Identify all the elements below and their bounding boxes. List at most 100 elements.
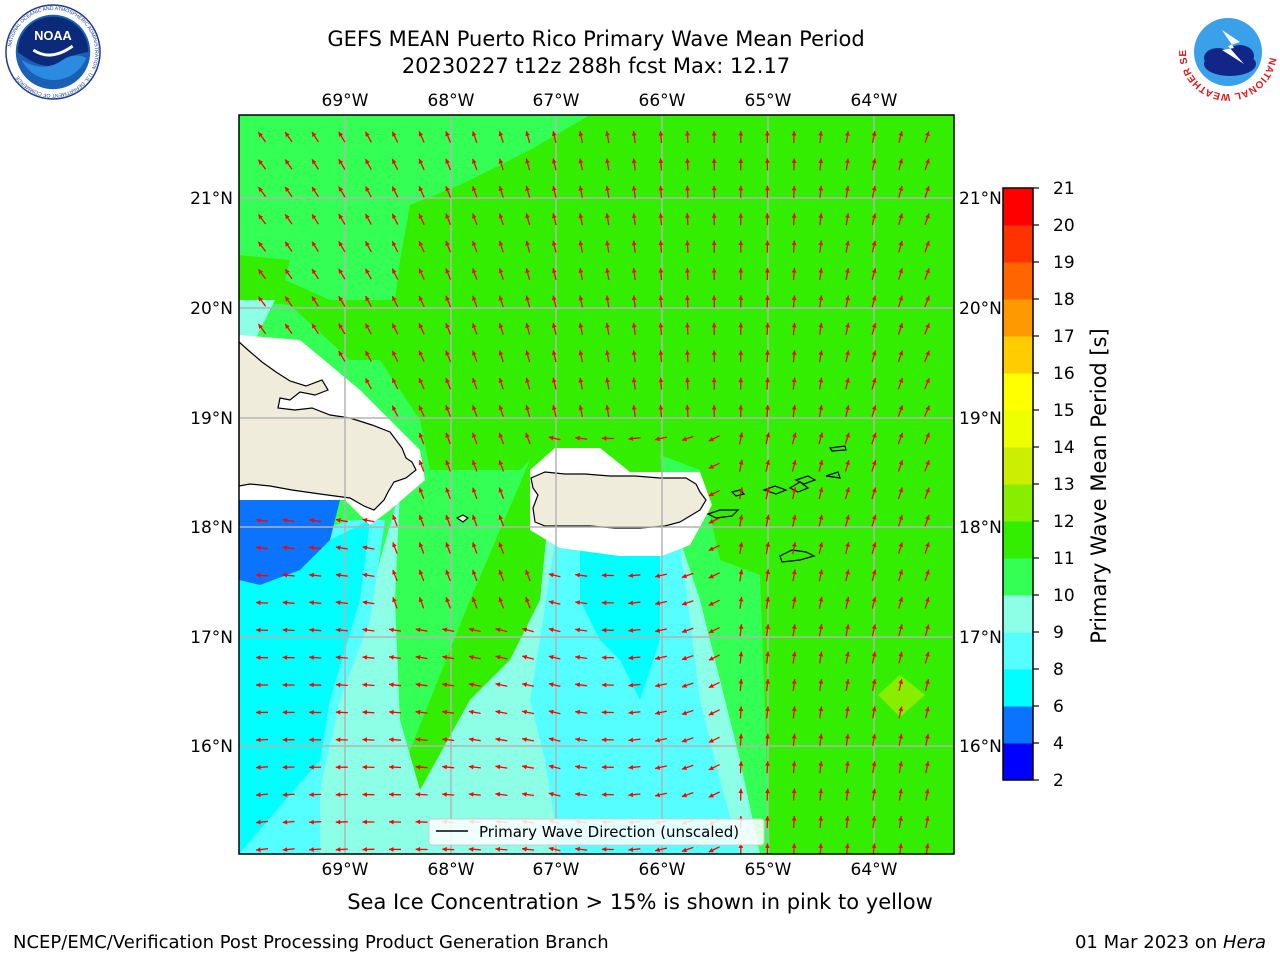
wave-arrow-head	[845, 706, 850, 712]
colorbar-tick-label: 18	[1053, 290, 1075, 310]
wave-arrow-head	[312, 241, 317, 247]
wave-arrow-head	[711, 158, 717, 163]
wave-arrow-head	[765, 569, 770, 575]
wave-arrow-head	[285, 296, 290, 302]
wave-arrow-head	[631, 185, 637, 191]
lon-tick-bottom: 64°W	[851, 860, 898, 880]
lon-tick-top: 67°W	[533, 91, 580, 111]
wave-arrow-head	[711, 295, 717, 300]
sea-ice-caption: Sea Ice Concentration > 15% is shown in …	[0, 890, 1280, 914]
wave-arrow-head	[628, 600, 634, 606]
wave-arrow-head	[818, 432, 824, 438]
wave-arrow-head	[925, 624, 930, 630]
wave-arrow-head	[765, 377, 770, 383]
wave-arrow-head	[818, 460, 824, 465]
wave-arrow-head	[468, 764, 474, 770]
wave-arrow-head	[338, 214, 344, 220]
wave-arrow-head	[845, 843, 850, 849]
wave-arrow-head	[525, 295, 530, 301]
wave-arrow-head	[472, 405, 477, 411]
wave-arrow-head	[924, 816, 930, 821]
wave-arrow-head	[285, 241, 290, 247]
wave-arrow-head	[258, 187, 263, 192]
wave-arrow-head	[522, 846, 527, 852]
wave-arrow-head	[472, 460, 477, 466]
wave-arrow-head	[898, 569, 904, 575]
wave-arrow-head	[681, 792, 687, 798]
wave-arrow-head	[472, 432, 477, 438]
wave-arrow-head	[525, 569, 530, 575]
wave-arrow-head	[548, 737, 554, 742]
wave-arrow-head	[578, 350, 584, 356]
wave-arrow-head	[871, 788, 877, 794]
wave-arrow-head	[309, 819, 314, 825]
wave-arrow-head	[898, 323, 904, 329]
wave-arrow-head	[871, 569, 877, 575]
wave-arrow-head	[335, 737, 341, 743]
wave-arrow-head	[495, 654, 501, 660]
wave-arrow-head	[362, 627, 368, 633]
wave-arrow-head	[551, 186, 557, 191]
wave-arrow-head	[498, 432, 504, 438]
wave-arrow-head	[312, 296, 317, 302]
wave-arrow-head	[898, 186, 904, 191]
wave-arrow-head	[925, 706, 930, 712]
wave-arrow-head	[711, 131, 717, 136]
wave-arrow-head	[365, 268, 370, 274]
wave-arrow-head	[685, 268, 690, 273]
wave-arrow-head	[575, 846, 580, 852]
wave-arrow-head	[392, 159, 397, 165]
wave-arrow-head	[818, 569, 824, 575]
wave-arrow-head	[871, 240, 877, 246]
colorbar-tick-label: 6	[1053, 697, 1064, 717]
wave-arrow-head	[631, 295, 637, 301]
wave-arrow-head	[285, 323, 290, 329]
wave-arrow-head	[338, 351, 344, 357]
wave-arrow-head	[631, 240, 637, 246]
colorbar-cell	[1003, 521, 1033, 559]
wave-arrow-head	[925, 323, 930, 329]
wave-arrow-head	[548, 764, 554, 770]
wave-arrow-head	[845, 295, 850, 301]
lat-tick-right: 19°N	[959, 409, 1002, 429]
wave-arrow-head	[551, 377, 557, 383]
wave-arrow-head	[711, 405, 717, 410]
wave-arrow-head	[818, 185, 824, 191]
wave-arrow-head	[765, 131, 770, 136]
wave-arrow-head	[845, 405, 850, 411]
wave-arrow-head	[415, 737, 421, 742]
wave-arrow-head	[765, 158, 770, 163]
wave-arrow-head	[871, 679, 877, 684]
wave-arrow-head	[256, 710, 261, 715]
wave-arrow-head	[442, 655, 448, 660]
wave-arrow-head	[708, 628, 714, 633]
wave-arrow-head	[898, 679, 904, 685]
wave-arrow-head	[605, 322, 610, 328]
wave-arrow-head	[335, 600, 341, 605]
wave-arrow-head	[495, 709, 501, 715]
wave-arrow-head	[258, 132, 263, 138]
land-puerto-rico	[530, 471, 707, 529]
wave-arrow-head	[309, 682, 314, 688]
wave-arrow-head	[738, 350, 744, 355]
wave-arrow-head	[791, 816, 797, 821]
wave-arrow-head	[924, 843, 930, 849]
wave-arrow-head	[708, 436, 714, 442]
wave-arrow-head	[445, 569, 450, 575]
wave-arrow-head	[685, 405, 690, 410]
wave-arrow-head	[685, 158, 690, 163]
wave-arrow-head	[389, 792, 394, 797]
wave-arrow-head	[309, 545, 314, 551]
land-virgin-islands	[762, 445, 847, 495]
wave-arrow-head	[872, 487, 877, 493]
wave-arrow-head	[418, 158, 424, 164]
wave-arrow-head	[628, 765, 634, 770]
wave-arrow-head	[845, 268, 850, 273]
wave-arrow-head	[708, 546, 714, 551]
wave-arrow-head	[389, 682, 394, 688]
wave-arrow-head	[335, 819, 341, 825]
wave-arrow-head	[256, 847, 261, 852]
wave-arrow-head	[818, 487, 824, 493]
wave-arrow-head	[389, 737, 394, 743]
wave-arrow-head	[392, 268, 397, 274]
